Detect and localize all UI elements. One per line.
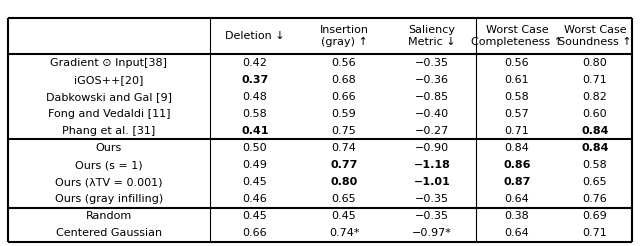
Text: Dabkowski and Gal [9]: Dabkowski and Gal [9]	[46, 92, 172, 102]
Text: 0.45: 0.45	[243, 177, 268, 187]
Text: Ours (gray infilling): Ours (gray infilling)	[55, 194, 163, 204]
Text: −0.35: −0.35	[415, 194, 449, 204]
Text: 0.50: 0.50	[243, 143, 268, 153]
Text: 0.60: 0.60	[582, 109, 607, 119]
Text: −0.40: −0.40	[415, 109, 449, 119]
Text: 0.71: 0.71	[582, 229, 607, 238]
Text: Fong and Vedaldi [11]: Fong and Vedaldi [11]	[48, 109, 170, 119]
Text: 0.80: 0.80	[582, 58, 607, 68]
Text: 0.58: 0.58	[243, 109, 268, 119]
Text: −0.35: −0.35	[415, 58, 449, 68]
Text: 0.64: 0.64	[504, 194, 529, 204]
Text: 0.37: 0.37	[241, 75, 269, 85]
Text: 0.69: 0.69	[582, 211, 607, 221]
Text: −0.90: −0.90	[415, 143, 449, 153]
Text: 0.74*: 0.74*	[329, 229, 359, 238]
Text: Centered Gaussian: Centered Gaussian	[56, 229, 162, 238]
Text: 0.59: 0.59	[332, 109, 356, 119]
Text: −1.18: −1.18	[413, 160, 451, 170]
Text: 0.77: 0.77	[330, 160, 358, 170]
Text: 0.46: 0.46	[243, 194, 268, 204]
Text: Ours: Ours	[96, 143, 122, 153]
Text: 0.57: 0.57	[504, 109, 529, 119]
Text: 0.82: 0.82	[582, 92, 607, 102]
Text: 0.65: 0.65	[332, 194, 356, 204]
Text: Random: Random	[86, 211, 132, 221]
Text: Gradient ⊙ Input[38]: Gradient ⊙ Input[38]	[51, 58, 168, 68]
Text: 0.56: 0.56	[332, 58, 356, 68]
Text: −0.27: −0.27	[415, 126, 449, 136]
Text: iGOS++[20]: iGOS++[20]	[74, 75, 144, 85]
Text: Worst Case
Soundness ↑: Worst Case Soundness ↑	[558, 25, 632, 47]
Text: 0.56: 0.56	[505, 58, 529, 68]
Text: 0.84: 0.84	[504, 143, 529, 153]
Text: 0.66: 0.66	[243, 229, 268, 238]
Text: 0.58: 0.58	[504, 92, 529, 102]
Text: −0.36: −0.36	[415, 75, 449, 85]
Text: 0.84: 0.84	[581, 126, 609, 136]
Text: 0.66: 0.66	[332, 92, 356, 102]
Text: 0.61: 0.61	[505, 75, 529, 85]
Text: 0.68: 0.68	[332, 75, 356, 85]
Text: 0.64: 0.64	[504, 229, 529, 238]
Text: Ours (s = 1): Ours (s = 1)	[75, 160, 143, 170]
Text: 0.74: 0.74	[332, 143, 356, 153]
Text: −0.35: −0.35	[415, 211, 449, 221]
Text: 0.87: 0.87	[503, 177, 531, 187]
Text: 0.58: 0.58	[582, 160, 607, 170]
Text: 0.71: 0.71	[504, 126, 529, 136]
Text: Deletion ↓: Deletion ↓	[225, 31, 285, 41]
Text: 0.71: 0.71	[582, 75, 607, 85]
Text: Insertion
(gray) ↑: Insertion (gray) ↑	[319, 25, 369, 47]
Text: 0.80: 0.80	[330, 177, 358, 187]
Text: 0.42: 0.42	[243, 58, 268, 68]
Text: 0.49: 0.49	[243, 160, 268, 170]
Text: 0.76: 0.76	[582, 194, 607, 204]
Text: 0.45: 0.45	[243, 211, 268, 221]
Text: −1.01: −1.01	[413, 177, 451, 187]
Text: 0.65: 0.65	[582, 177, 607, 187]
Text: 0.75: 0.75	[332, 126, 356, 136]
Text: 0.41: 0.41	[241, 126, 269, 136]
Text: 0.48: 0.48	[243, 92, 268, 102]
Text: −0.85: −0.85	[415, 92, 449, 102]
Text: 0.45: 0.45	[332, 211, 356, 221]
Text: 0.86: 0.86	[503, 160, 531, 170]
Text: 0.38: 0.38	[504, 211, 529, 221]
Text: Saliency
Metric ↓: Saliency Metric ↓	[408, 25, 456, 47]
Text: Worst Case
Completeness ↑: Worst Case Completeness ↑	[471, 25, 563, 47]
Text: 0.84: 0.84	[581, 143, 609, 153]
Text: Phang et al. [31]: Phang et al. [31]	[62, 126, 156, 136]
Text: Ours (λTV = 0.001): Ours (λTV = 0.001)	[55, 177, 163, 187]
Text: −0.97*: −0.97*	[412, 229, 452, 238]
